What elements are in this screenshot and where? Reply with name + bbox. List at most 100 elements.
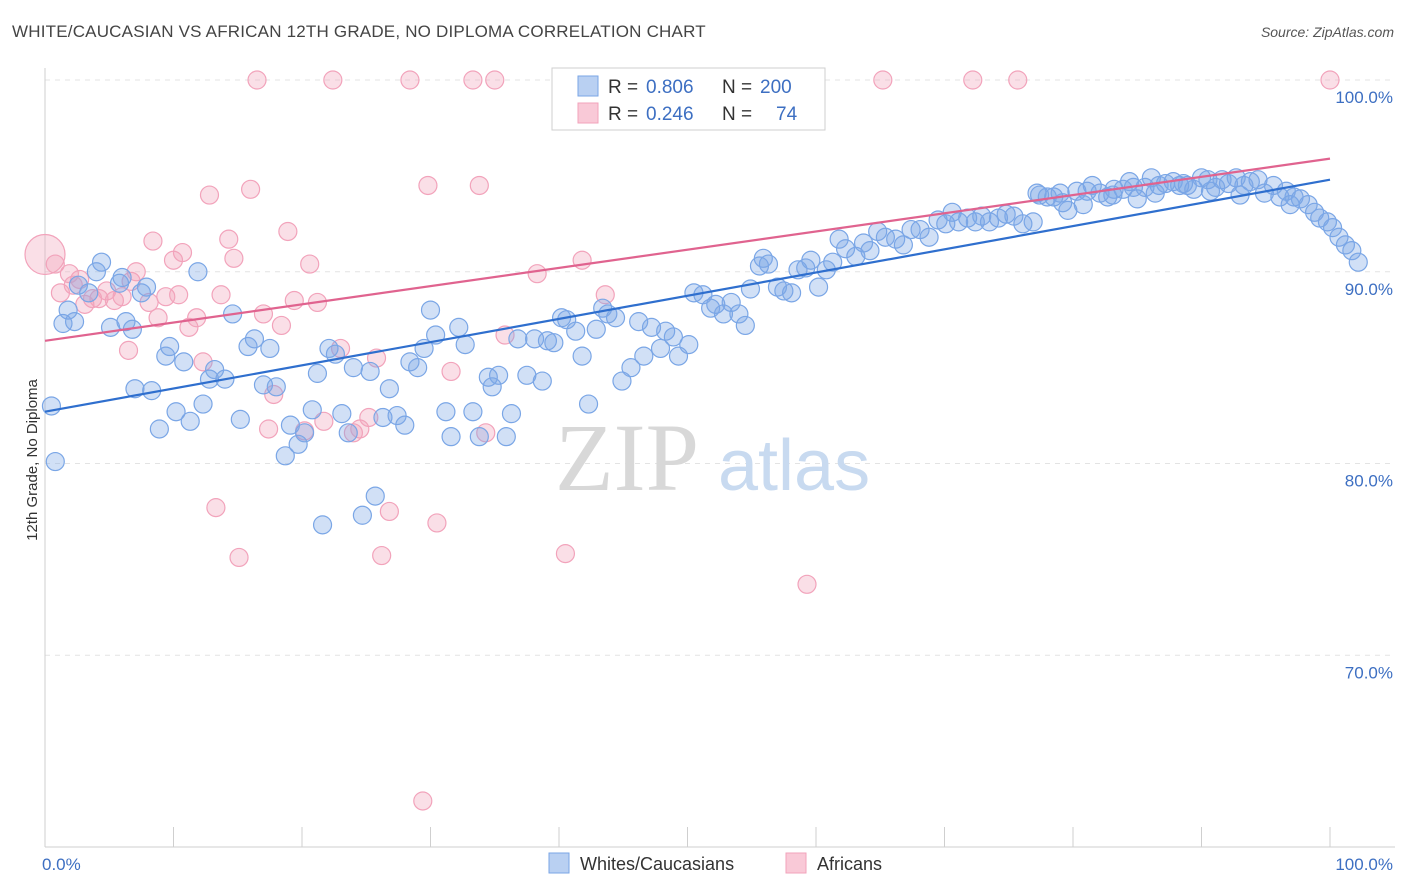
point-whites — [400, 352, 420, 372]
point-whites — [266, 377, 286, 397]
point-whites — [572, 346, 592, 366]
point-whites — [45, 451, 65, 472]
point-whites — [420, 300, 441, 320]
point-whites — [735, 315, 755, 336]
x-tick-label: 0.0% — [42, 855, 81, 874]
point-africans — [219, 229, 239, 249]
point-whites — [1135, 177, 1155, 197]
point-whites — [612, 371, 632, 391]
point-whites — [1082, 175, 1102, 196]
point-whites — [332, 404, 352, 424]
point-whites — [586, 319, 606, 339]
series-whites — [41, 168, 1368, 535]
point-africans — [278, 221, 298, 242]
point-africans — [89, 288, 109, 309]
point-africans — [413, 791, 433, 811]
point-africans — [264, 384, 284, 405]
point-whites — [166, 402, 186, 422]
point-whites — [853, 233, 874, 253]
point-whites — [1127, 189, 1147, 209]
point-africans — [172, 242, 193, 263]
point-whites — [829, 229, 849, 249]
legend-n-value-2: 74 — [776, 104, 798, 125]
point-whites — [91, 252, 112, 272]
point-whites — [774, 281, 794, 301]
point-africans — [555, 544, 576, 564]
y-tick-label: 80.0% — [1345, 472, 1393, 491]
point-africans — [427, 513, 447, 533]
gridlines — [45, 79, 1395, 656]
trend-line-whites — [44, 178, 1331, 413]
point-whites — [302, 400, 322, 420]
trend-lines — [44, 157, 1331, 413]
point-whites — [1023, 212, 1043, 232]
point-africans — [139, 292, 159, 313]
point-africans — [441, 361, 461, 382]
point-whites — [663, 327, 683, 347]
point-africans — [400, 70, 420, 90]
point-whites — [578, 394, 599, 414]
point-whites — [116, 312, 136, 332]
watermark-zip: ZIP — [555, 404, 699, 511]
point-whites — [482, 377, 502, 397]
point-africans — [463, 70, 483, 90]
source-note: Source: ZipAtlas.com — [1260, 24, 1394, 40]
point-africans — [372, 545, 392, 566]
point-whites — [919, 227, 939, 247]
point-whites — [160, 336, 180, 357]
point-whites — [373, 407, 393, 428]
point-whites — [1240, 172, 1260, 192]
point-whites — [893, 235, 913, 255]
point-whites — [621, 358, 641, 378]
point-whites — [131, 283, 151, 303]
point-whites — [180, 411, 200, 431]
point-whites — [68, 275, 89, 295]
point-whites — [1027, 183, 1047, 203]
point-africans — [241, 179, 261, 199]
point-whites — [641, 317, 662, 337]
point-whites — [352, 505, 372, 525]
point-whites — [312, 515, 333, 535]
x-tick-label: 100.0% — [1335, 855, 1393, 874]
point-whites — [455, 335, 475, 355]
point-whites — [307, 363, 328, 383]
point-africans — [193, 352, 213, 372]
point-africans — [323, 70, 343, 90]
point-whites — [275, 446, 295, 466]
legend-r-value-2: 0.246 — [646, 104, 694, 125]
point-whites — [149, 419, 169, 439]
legend-n-label-2: N = — [722, 104, 752, 125]
point-whites — [1184, 179, 1204, 199]
point-whites — [1173, 173, 1194, 194]
point-africans — [70, 269, 90, 290]
point-whites — [835, 239, 856, 259]
point-whites — [1329, 227, 1349, 247]
point-whites — [79, 283, 99, 303]
point-whites — [1206, 177, 1226, 197]
series-africans — [24, 70, 1340, 811]
point-africans — [527, 264, 547, 284]
bottom-legend-swatch-africans — [785, 852, 807, 874]
point-whites — [508, 329, 528, 349]
point-whites — [781, 283, 802, 303]
point-africans — [75, 294, 95, 314]
point-africans — [469, 175, 489, 196]
point-africans — [199, 185, 220, 205]
point-whites — [886, 229, 906, 249]
point-whites — [1145, 183, 1165, 203]
point-whites — [174, 352, 194, 372]
point-whites — [343, 358, 363, 378]
point-whites — [449, 317, 469, 337]
point-whites — [294, 423, 315, 443]
point-whites — [338, 423, 358, 443]
point-whites — [1348, 252, 1368, 272]
point-africans — [271, 315, 292, 336]
point-whites — [634, 346, 654, 366]
point-whites — [1317, 212, 1338, 232]
y-axis-label: 12th Grade, No Diploma — [24, 378, 41, 540]
x-tick-labels: 0.0% 100.0% — [42, 855, 1393, 874]
point-africans — [379, 501, 399, 522]
point-whites — [721, 292, 741, 313]
point-whites — [395, 415, 415, 435]
point-whites — [379, 379, 399, 399]
